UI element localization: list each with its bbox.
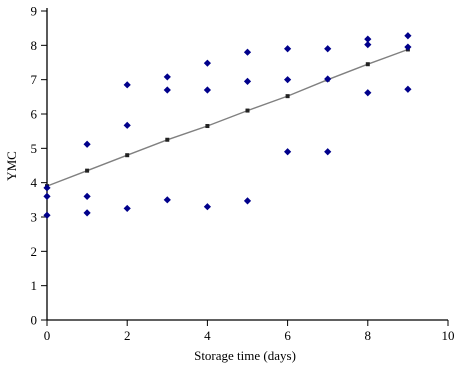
observed-point xyxy=(83,140,91,148)
x-axis-title: Storage time (days) xyxy=(194,348,296,363)
observed-point xyxy=(404,43,412,51)
observed-point xyxy=(404,85,412,93)
observed-point xyxy=(284,148,292,156)
x-tick-label: 4 xyxy=(204,328,211,343)
fitted-point xyxy=(285,94,290,99)
fitted-point xyxy=(165,137,170,142)
y-tick-label: 5 xyxy=(31,141,38,156)
observed-point xyxy=(324,45,332,53)
observed-point xyxy=(43,192,51,200)
observed-point xyxy=(364,41,372,49)
observed-series xyxy=(43,32,412,219)
y-tick-label: 8 xyxy=(31,38,38,53)
observed-point xyxy=(243,197,252,205)
observed-point xyxy=(83,209,91,217)
observed-point xyxy=(123,121,131,129)
y-tick-label: 6 xyxy=(31,107,38,122)
observed-point xyxy=(163,86,171,94)
observed-point xyxy=(83,192,91,200)
observed-point xyxy=(123,204,131,213)
observed-point xyxy=(324,148,332,156)
observed-point xyxy=(163,73,171,81)
observed-point xyxy=(364,35,372,43)
x-tick-label: 8 xyxy=(365,328,372,343)
fitted-point xyxy=(245,108,250,113)
observed-point xyxy=(43,184,51,192)
x-tick-label: 0 xyxy=(44,328,51,343)
observed-point xyxy=(243,77,252,85)
y-tick-label: 7 xyxy=(31,72,38,87)
y-tick-label: 0 xyxy=(31,313,38,328)
observed-point xyxy=(203,203,211,211)
observed-point xyxy=(284,76,292,84)
observed-point xyxy=(324,75,332,83)
x-tick-label: 2 xyxy=(124,328,131,343)
fitted-point xyxy=(205,124,210,129)
y-tick-label: 3 xyxy=(31,210,38,225)
observed-point xyxy=(203,86,211,94)
x-tick-label: 6 xyxy=(284,328,291,343)
observed-point xyxy=(123,81,131,89)
y-tick-label: 4 xyxy=(31,175,38,190)
y-tick-label: 9 xyxy=(31,4,38,19)
tick-labels: 0 1 2 3 4 5 6 7 8 9 0 2 4 6 8 10 xyxy=(31,4,455,344)
observed-point xyxy=(364,89,372,97)
observed-point xyxy=(284,45,292,53)
fitted-trend-line xyxy=(46,48,409,187)
observed-point xyxy=(43,211,51,219)
observed-point xyxy=(404,32,412,40)
fitted-series xyxy=(45,47,410,189)
observed-point xyxy=(243,48,252,56)
fitted-point xyxy=(365,62,370,67)
observed-point xyxy=(163,196,171,204)
y-tick-label: 2 xyxy=(31,244,38,259)
tick-marks xyxy=(41,10,449,326)
y-tick-label: 1 xyxy=(31,278,38,293)
y-axis-title: YMC xyxy=(4,151,19,181)
fitted-point xyxy=(125,153,130,158)
fitted-point xyxy=(85,168,90,173)
observed-point xyxy=(203,59,211,67)
x-tick-label: 10 xyxy=(442,328,455,343)
axes xyxy=(46,8,448,321)
